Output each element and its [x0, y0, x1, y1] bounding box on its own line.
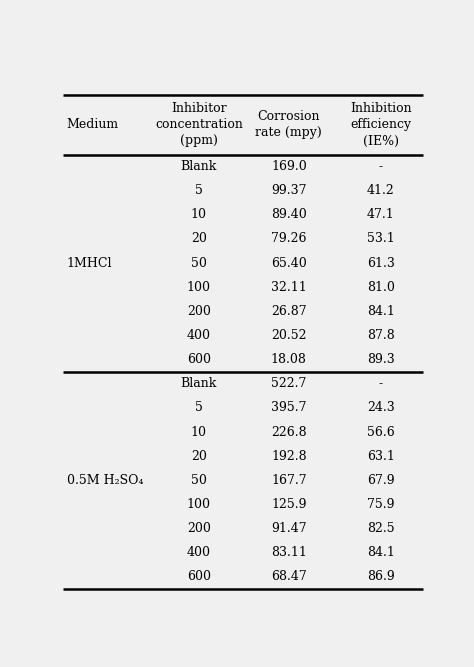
Text: 5: 5	[195, 184, 203, 197]
Text: 20.52: 20.52	[271, 329, 307, 342]
Text: Corrosion
rate (mpy): Corrosion rate (mpy)	[255, 111, 322, 139]
Text: 20: 20	[191, 233, 207, 245]
Text: 99.37: 99.37	[271, 184, 307, 197]
Text: Inhibition
efficiency
(IE%): Inhibition efficiency (IE%)	[350, 103, 411, 147]
Text: 67.9: 67.9	[367, 474, 394, 487]
Text: 87.8: 87.8	[367, 329, 394, 342]
Text: Blank: Blank	[181, 160, 217, 173]
Text: 47.1: 47.1	[367, 208, 394, 221]
Text: Medium: Medium	[66, 119, 118, 131]
Text: 200: 200	[187, 305, 211, 318]
Text: 125.9: 125.9	[271, 498, 307, 511]
Text: 600: 600	[187, 354, 211, 366]
Text: 50: 50	[191, 257, 207, 269]
Text: 20: 20	[191, 450, 207, 463]
Text: 61.3: 61.3	[367, 257, 395, 269]
Text: 79.26: 79.26	[271, 233, 307, 245]
Text: 400: 400	[187, 546, 211, 560]
Text: 1MHCl: 1MHCl	[66, 257, 112, 269]
Text: 169.0: 169.0	[271, 160, 307, 173]
Text: 192.8: 192.8	[271, 450, 307, 463]
Text: 200: 200	[187, 522, 211, 535]
Text: 81.0: 81.0	[367, 281, 395, 293]
Text: 0.5M H₂SO₄: 0.5M H₂SO₄	[66, 474, 143, 487]
Text: 5: 5	[195, 402, 203, 414]
Text: 600: 600	[187, 570, 211, 584]
Text: 400: 400	[187, 329, 211, 342]
Text: 89.40: 89.40	[271, 208, 307, 221]
Text: 68.47: 68.47	[271, 570, 307, 584]
Text: 41.2: 41.2	[367, 184, 394, 197]
Text: 522.7: 522.7	[271, 378, 307, 390]
Text: 86.9: 86.9	[367, 570, 394, 584]
Text: 63.1: 63.1	[367, 450, 395, 463]
Text: 18.08: 18.08	[271, 354, 307, 366]
Text: 10: 10	[191, 208, 207, 221]
Text: 100: 100	[187, 498, 211, 511]
Text: 50: 50	[191, 474, 207, 487]
Text: 24.3: 24.3	[367, 402, 394, 414]
Text: 75.9: 75.9	[367, 498, 394, 511]
Text: 65.40: 65.40	[271, 257, 307, 269]
Text: Blank: Blank	[181, 378, 217, 390]
Text: 82.5: 82.5	[367, 522, 394, 535]
Text: 100: 100	[187, 281, 211, 293]
Text: 167.7: 167.7	[271, 474, 307, 487]
Text: 53.1: 53.1	[367, 233, 394, 245]
Text: 226.8: 226.8	[271, 426, 307, 439]
Text: 83.11: 83.11	[271, 546, 307, 560]
Text: Inhibitor
concentration
(ppm): Inhibitor concentration (ppm)	[155, 103, 243, 147]
Text: 32.11: 32.11	[271, 281, 307, 293]
Text: 56.6: 56.6	[367, 426, 394, 439]
Text: 26.87: 26.87	[271, 305, 307, 318]
Text: 89.3: 89.3	[367, 354, 394, 366]
Text: 84.1: 84.1	[367, 546, 395, 560]
Text: -: -	[379, 160, 383, 173]
Text: 10: 10	[191, 426, 207, 439]
Text: 395.7: 395.7	[271, 402, 307, 414]
Text: 91.47: 91.47	[271, 522, 307, 535]
Text: -: -	[379, 378, 383, 390]
Text: 84.1: 84.1	[367, 305, 395, 318]
